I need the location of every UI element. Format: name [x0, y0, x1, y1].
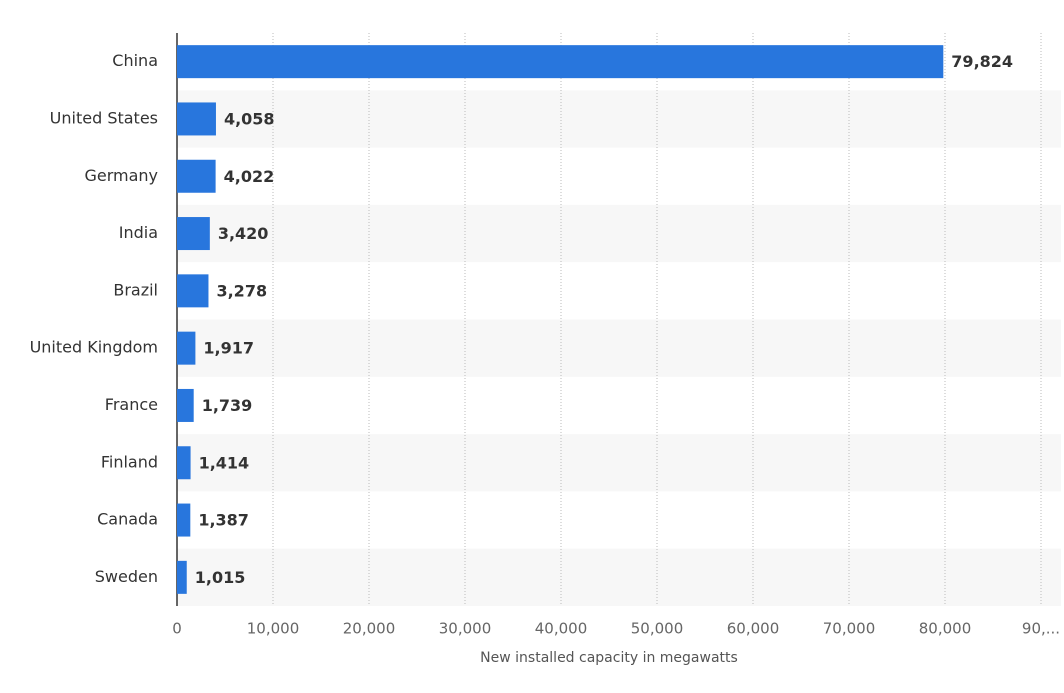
row-band	[177, 319, 1061, 377]
bar	[177, 560, 187, 594]
value-label: 1,917	[203, 339, 254, 358]
y-tick-label: Canada	[97, 510, 158, 529]
x-tick-label: 70,000	[823, 620, 876, 638]
y-tick-label: United States	[50, 108, 158, 127]
y-tick-label: Brazil	[113, 280, 158, 299]
bar	[177, 503, 191, 537]
value-label: 3,278	[216, 281, 267, 300]
bar	[177, 159, 216, 193]
bar	[177, 102, 216, 136]
y-tick-label: United Kingdom	[30, 338, 158, 357]
value-label: 1,414	[199, 453, 250, 472]
x-tick-label: 20,000	[343, 620, 396, 638]
value-label: 1,387	[198, 511, 249, 530]
x-tick-label: 10,000	[247, 620, 300, 638]
x-tick-label: 30,000	[439, 620, 492, 638]
y-tick-label: France	[105, 395, 158, 414]
value-label: 3,420	[218, 224, 269, 243]
value-label: 4,022	[224, 167, 275, 186]
bar	[177, 45, 944, 79]
x-axis-label: New installed capacity in megawatts	[480, 650, 738, 666]
bar	[177, 388, 194, 422]
y-tick-label: China	[112, 51, 158, 70]
y-tick-label: Finland	[101, 452, 158, 471]
y-tick-label: Sweden	[95, 567, 158, 586]
row-band	[177, 90, 1061, 148]
x-tick-label: 80,000	[919, 620, 972, 638]
row-band	[177, 204, 1061, 263]
value-label: 4,058	[224, 109, 275, 128]
y-tick-label: Germany	[84, 166, 158, 185]
bar	[177, 217, 210, 251]
bar	[177, 331, 196, 365]
y-tick-label: India	[119, 223, 158, 242]
bar	[177, 274, 209, 308]
x-tick-label: 50,000	[631, 620, 684, 638]
row-band	[177, 548, 1061, 606]
x-tick-label: 60,000	[727, 620, 780, 638]
value-label: 1,739	[202, 396, 253, 415]
x-tick-label: 0	[172, 620, 182, 638]
value-label: 79,824	[951, 52, 1013, 71]
value-label: 1,015	[195, 568, 246, 587]
x-tick-label: 40,000	[535, 620, 588, 638]
x-tick-label: 90,...	[1022, 620, 1060, 638]
bar	[177, 446, 191, 480]
row-band	[177, 434, 1061, 492]
